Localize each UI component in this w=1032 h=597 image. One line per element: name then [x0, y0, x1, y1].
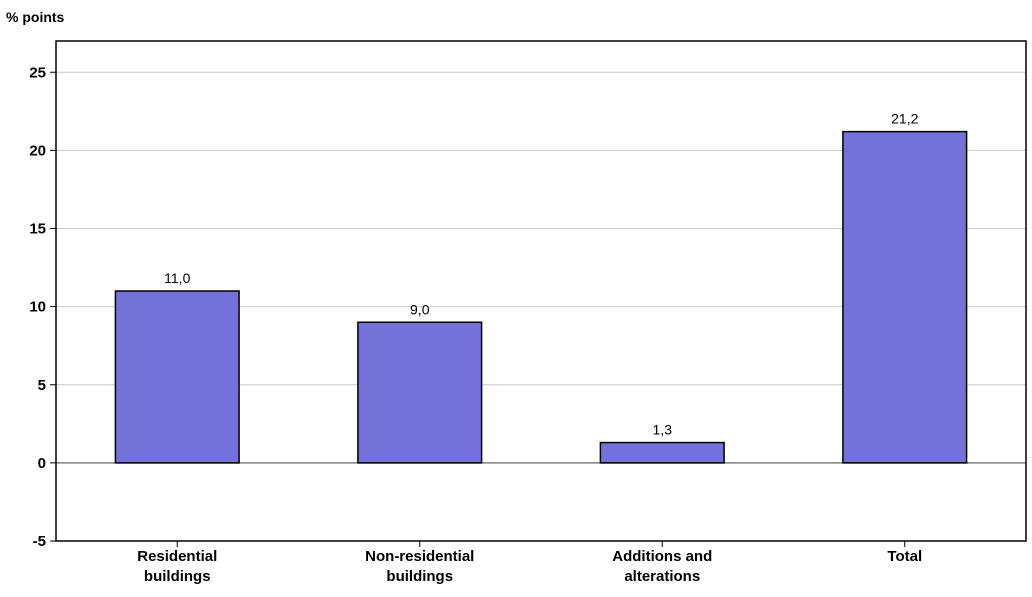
- bar: [114, 290, 240, 464]
- x-tick-label: buildings: [144, 568, 211, 585]
- bars: [114, 130, 968, 464]
- x-tick-label: Total: [887, 548, 922, 565]
- y-axis-ticks: -5 0 5 10 15 20 25: [29, 64, 56, 550]
- bar: [842, 130, 968, 464]
- x-tick-label: Residential: [137, 548, 217, 565]
- y-tick-label: 0: [38, 455, 46, 472]
- x-tick-label: buildings: [386, 568, 453, 585]
- y-axis-title: % points: [6, 9, 65, 25]
- y-tick-label: 10: [29, 299, 46, 316]
- y-tick-label: 20: [29, 142, 46, 159]
- data-label: 11,0: [164, 270, 190, 286]
- y-tick-label: 5: [38, 377, 46, 394]
- data-label: 21,2: [891, 111, 918, 127]
- plot-frame: [55, 40, 1027, 542]
- x-tick-label: Additions and: [612, 548, 712, 565]
- y-tick-label: 15: [29, 221, 46, 238]
- x-tick-label: Non-residential: [365, 548, 474, 565]
- y-tick-label: -5: [33, 533, 46, 550]
- y-tick-label: 25: [29, 64, 46, 81]
- bar: [599, 441, 725, 464]
- data-label: 1,3: [653, 422, 673, 438]
- data-labels: 11,0 9,0 1,3 21,2: [164, 111, 918, 438]
- x-tick-label: alterations: [624, 568, 700, 585]
- bar: [357, 321, 483, 464]
- data-label: 9,0: [410, 301, 430, 317]
- x-axis-ticks: Residential buildings Non-residential build…: [137, 541, 922, 585]
